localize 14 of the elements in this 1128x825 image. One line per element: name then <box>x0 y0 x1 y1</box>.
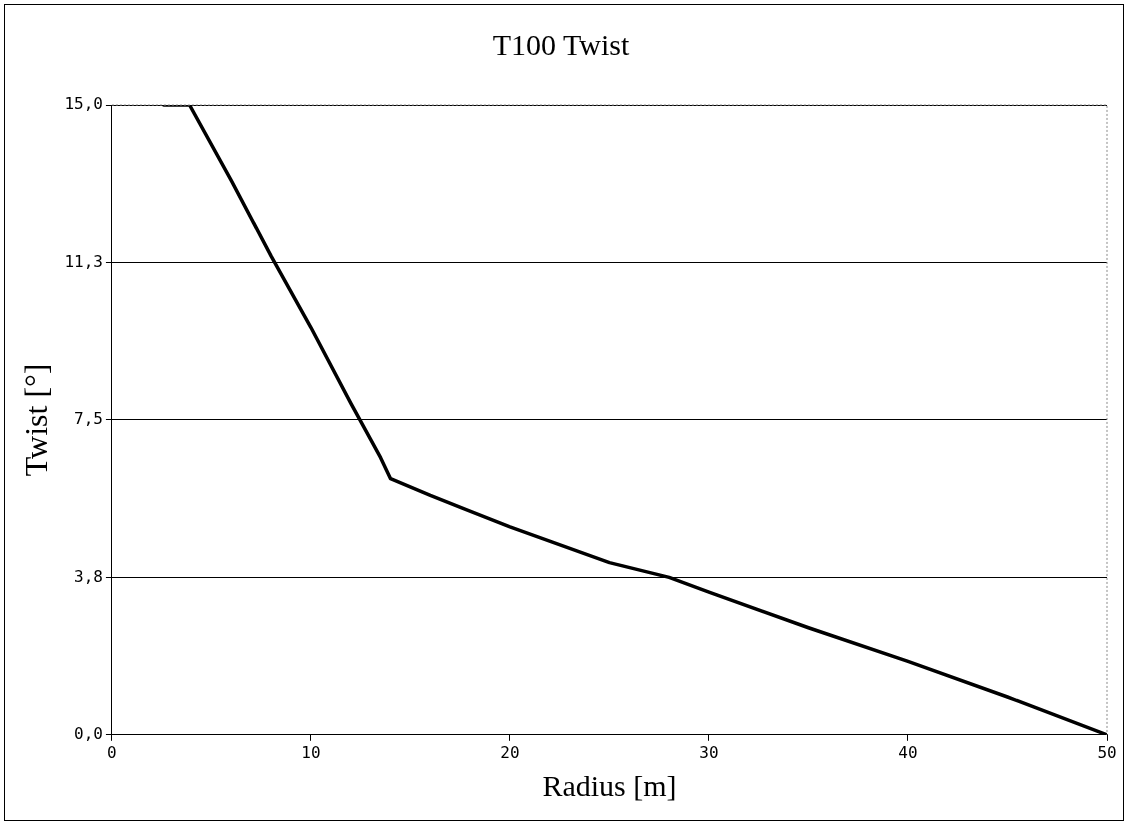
y-axis-title: Twist [°] <box>17 363 54 477</box>
y-tick-label: 7,5 <box>74 409 103 429</box>
x-tick-label: 50 <box>1097 742 1117 762</box>
x-tick-label: 30 <box>699 742 719 762</box>
x-tick-label: 20 <box>500 742 520 762</box>
y-tick-label: 15,0 <box>64 94 103 114</box>
x-tick-label: 40 <box>898 742 918 762</box>
x-tick-label: 10 <box>301 742 321 762</box>
chart-title: T100 Twist <box>492 27 630 61</box>
y-tick-label: 3,8 <box>74 566 103 586</box>
x-tick-label: 0 <box>107 742 117 762</box>
y-tick-label: 0,0 <box>74 723 103 743</box>
x-axis-title: Radius [m] <box>542 768 677 802</box>
y-tick-label: 11,3 <box>64 251 103 271</box>
